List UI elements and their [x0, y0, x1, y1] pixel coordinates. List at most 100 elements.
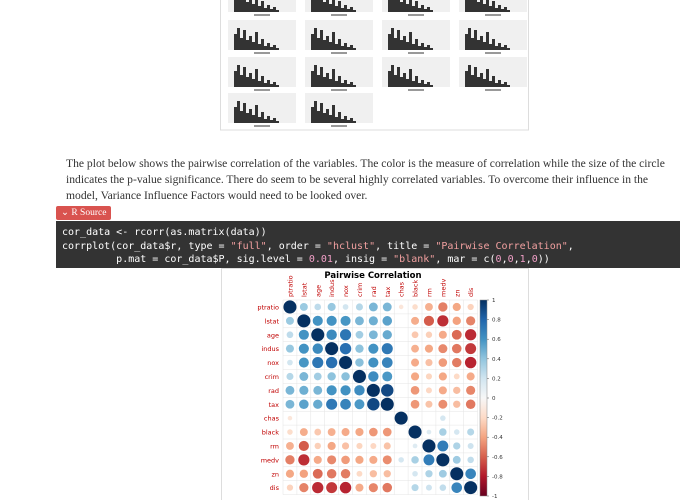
row-label: zn	[271, 470, 279, 478]
correlation-circle	[438, 372, 447, 381]
correlation-circle	[467, 456, 474, 464]
correlation-circle	[312, 356, 324, 369]
colorbar-tick-label: 0	[492, 396, 496, 402]
correlation-circle	[299, 469, 309, 478]
colorbar-tick-label: -0.6	[492, 455, 503, 461]
correlation-circle	[453, 386, 461, 394]
correlation-circle	[411, 316, 420, 325]
correlation-circle	[299, 385, 309, 395]
correlation-circle	[382, 427, 392, 437]
correlation-circle	[394, 411, 408, 425]
correlation-circle	[368, 483, 378, 493]
correlation-circle	[340, 398, 351, 410]
correlation-circle	[381, 357, 393, 368]
colorbar-tick-label: 0.2	[492, 376, 501, 382]
code-line: corrplot(cor_data$r, type = "full", orde…	[62, 240, 574, 252]
correlation-circle	[313, 399, 323, 409]
correlation-circle	[285, 344, 294, 353]
correlation-circle	[327, 372, 336, 381]
correlation-circle	[382, 455, 392, 465]
correlation-circle	[313, 372, 322, 381]
correlation-circle	[286, 331, 294, 339]
row-label: dis	[270, 484, 280, 492]
correlation-circle	[286, 442, 294, 450]
correlation-circle	[382, 482, 393, 493]
correlation-circle	[412, 443, 418, 449]
row-label: black	[262, 429, 279, 437]
correlation-circle	[354, 399, 365, 410]
correlation-circle	[464, 481, 478, 495]
correlation-circle	[410, 399, 420, 409]
correlation-circle	[326, 385, 337, 396]
correlation-circle	[314, 428, 322, 436]
correlation-circle	[382, 316, 393, 326]
column-label: medv	[439, 279, 447, 297]
correlation-circle	[425, 470, 433, 478]
correlation-circle	[369, 427, 378, 437]
row-label: indus	[261, 345, 279, 353]
correlation-circle	[355, 455, 364, 464]
correlation-circle	[452, 302, 461, 312]
column-label: indus	[328, 279, 336, 297]
correlation-circle	[426, 429, 432, 435]
correlation-circle	[411, 456, 419, 464]
correlation-circle	[340, 469, 351, 479]
correlation-circle	[312, 315, 323, 326]
correlation-circle	[423, 454, 435, 466]
correlation-circle	[339, 356, 353, 370]
correlation-circle	[450, 467, 464, 481]
colorbar	[479, 299, 488, 497]
correlation-circle	[311, 328, 325, 342]
correlation-circle	[287, 415, 293, 421]
correlation-circle	[299, 483, 309, 493]
correlation-circle	[341, 455, 350, 465]
correlation-circle	[438, 386, 447, 395]
correlation-circle	[326, 315, 337, 326]
row-label: crim	[265, 373, 279, 381]
correlation-circle	[412, 470, 418, 477]
correlation-circle	[285, 316, 294, 325]
column-label: rad	[370, 286, 378, 297]
correlation-circle	[369, 455, 378, 464]
correlation-circle	[326, 398, 338, 410]
correlation-circle	[467, 442, 474, 449]
code-line: cor_data <- rcorr(as.matrix(data))	[62, 227, 267, 238]
correlation-circle	[398, 304, 404, 310]
correlation-circle	[438, 399, 448, 409]
correlation-circle	[355, 316, 364, 326]
correlation-circle	[464, 329, 477, 341]
source-toggle-button[interactable]: ⌄ R Source	[56, 206, 112, 220]
correlation-circle	[425, 331, 433, 338]
correlation-circle	[425, 400, 433, 408]
correlation-circle	[368, 316, 378, 326]
correlation-circle	[438, 469, 447, 478]
correlation-circle	[466, 372, 475, 381]
correlation-circle	[412, 304, 418, 310]
correlation-circle	[312, 481, 324, 494]
correlation-circle	[453, 373, 460, 380]
correlation-circle	[452, 357, 462, 368]
correlation-circle	[355, 330, 364, 339]
correlation-circle	[452, 455, 461, 464]
row-label: ptratio	[257, 303, 279, 311]
correlation-circle	[368, 371, 379, 382]
correlation-circle	[438, 344, 448, 354]
colorbar-tick-label: -0.4	[492, 435, 503, 441]
correlation-circle	[314, 442, 321, 450]
correlation-circle	[398, 457, 404, 463]
correlation-circle	[451, 482, 463, 493]
correlation-circle	[285, 469, 295, 478]
correlation-circle	[439, 428, 447, 436]
correlation-circle	[298, 357, 309, 368]
correlation-circle	[299, 399, 309, 410]
correlation-circle	[325, 356, 338, 369]
chevron-icon: ⌄	[61, 208, 69, 218]
correlation-circle	[438, 302, 448, 312]
correlation-circle	[355, 483, 364, 492]
correlation-circle	[339, 329, 352, 341]
plot-area: ptratio ptratio lstat lstat age age indus indus…	[257, 275, 503, 500]
correlation-circle	[368, 330, 378, 340]
correlation-circle	[341, 372, 350, 381]
column-label: tax	[384, 286, 392, 297]
correlation-circle	[298, 454, 310, 466]
